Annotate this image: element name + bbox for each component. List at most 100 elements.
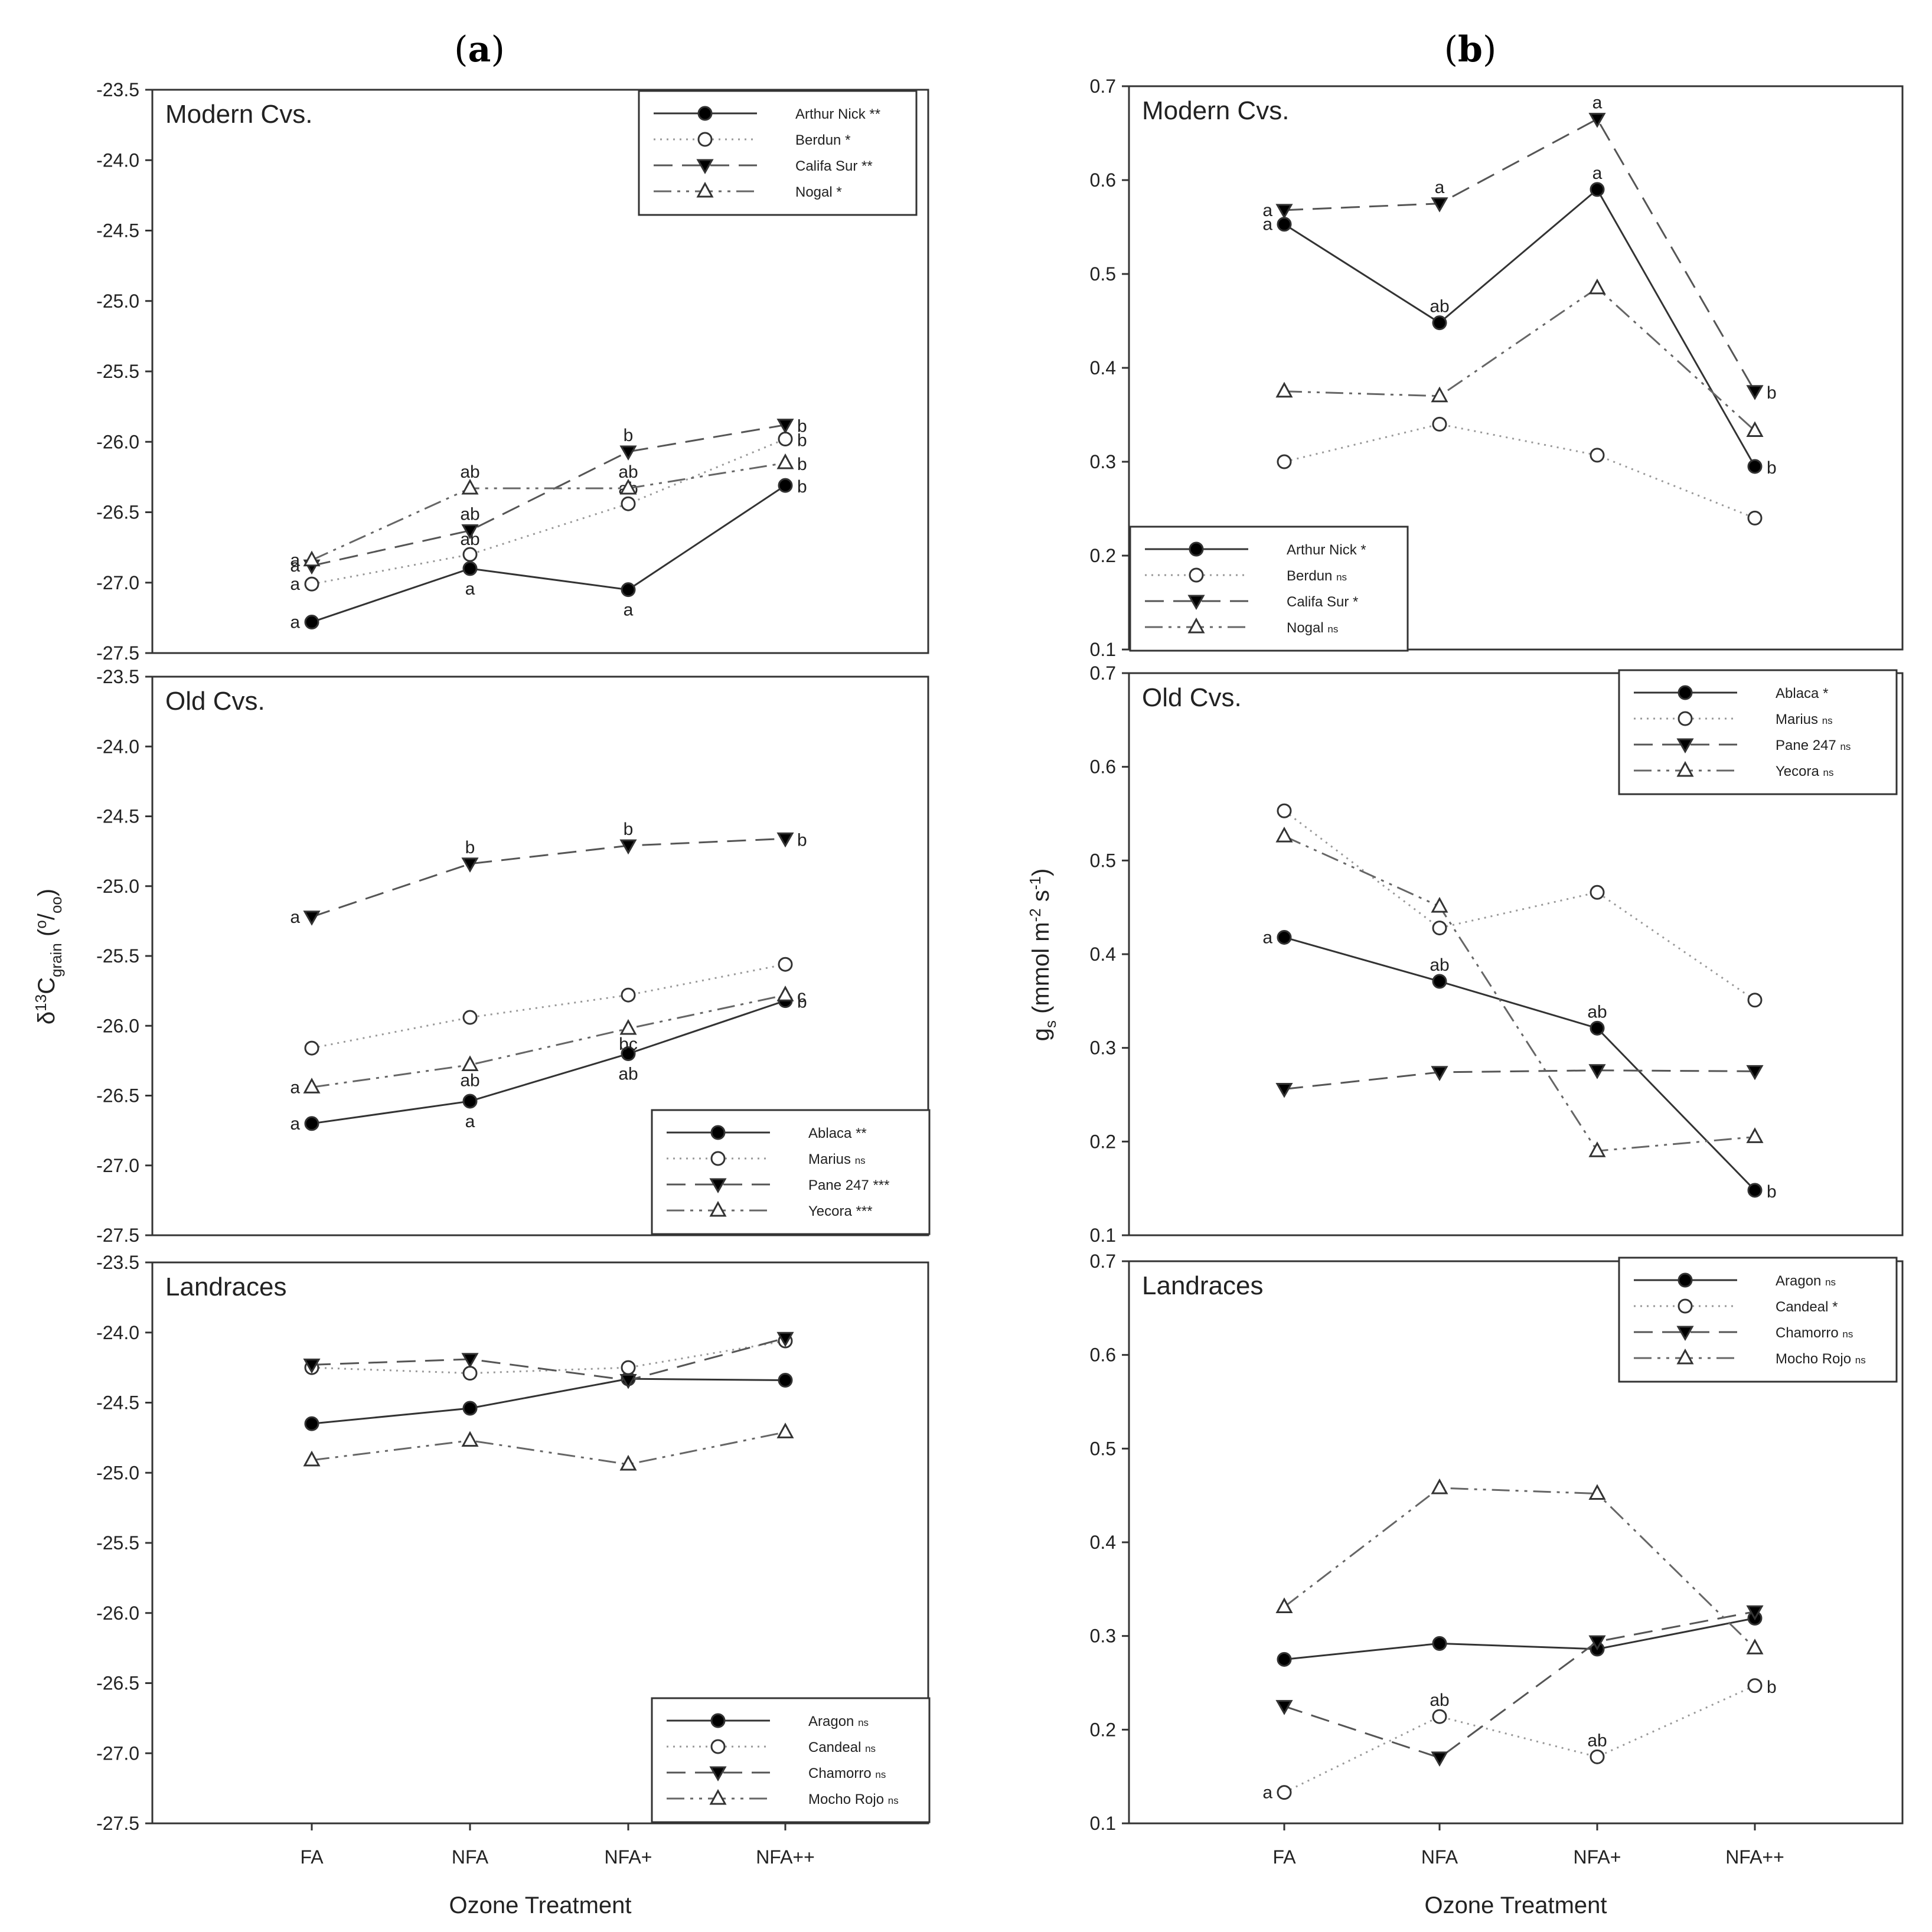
y-tick-label: 0.6 bbox=[1090, 1344, 1116, 1366]
panel-title: Landraces bbox=[1142, 1271, 1263, 1300]
series-pane-247: a b b b bbox=[290, 820, 807, 927]
significance-letter: a bbox=[290, 908, 300, 927]
legend-significance: ns bbox=[1855, 1355, 1866, 1366]
panel-a-landraces: Landraces -23.5 -24.0 -24.5 -25.0 -25.5 -26.0 -… bbox=[96, 1252, 931, 1834]
data-point-califa-sur bbox=[461, 524, 479, 540]
series-marius bbox=[1277, 803, 1763, 1008]
y-tick-label: -24.0 bbox=[96, 149, 139, 171]
significance-letter: b bbox=[1767, 1678, 1777, 1697]
series-line-marius bbox=[1284, 810, 1755, 1001]
significance-letter: a bbox=[290, 613, 300, 632]
legend-a-0: Arthur Nick **Berdun *Califa Sur **Nogal… bbox=[638, 90, 918, 216]
legend-marker-marius bbox=[1678, 711, 1693, 726]
series-aragon bbox=[1277, 1611, 1763, 1667]
data-point-candeal bbox=[1277, 1785, 1292, 1800]
significance-letter: b bbox=[624, 820, 634, 839]
legend-frame bbox=[1618, 669, 1898, 795]
legend-label-pane-247: Pane 247 *** bbox=[808, 1177, 889, 1193]
series-line-ablaca bbox=[1284, 936, 1756, 1191]
data-point-yecora bbox=[1275, 826, 1293, 843]
legend-significance: ** bbox=[856, 1125, 867, 1141]
legend-label-ablaca: Ablaca * bbox=[1776, 686, 1828, 701]
y-axis-title-part: -1 bbox=[1026, 876, 1044, 890]
legend-significance: ns bbox=[865, 1743, 876, 1754]
legend-name: Pane 247 bbox=[808, 1177, 873, 1193]
figure-b-title: (b) bbox=[1444, 29, 1497, 70]
legend-marker-arthur-nick bbox=[697, 106, 713, 121]
data-point-berdun bbox=[621, 496, 636, 511]
y-axis-title-b: gs (mmol m-2 s-1) bbox=[1026, 869, 1059, 1042]
legend-label-berdun: Berdun ns bbox=[1287, 568, 1347, 584]
legend-name: Nogal bbox=[795, 184, 836, 200]
data-point-marius bbox=[462, 1010, 478, 1025]
series-line-mocho-rojo bbox=[311, 1431, 786, 1466]
x-tick-label-fa: FA bbox=[1272, 1846, 1296, 1868]
series-line-marius bbox=[311, 963, 786, 1049]
legend-label-marius: Marius ns bbox=[808, 1151, 866, 1167]
y-tick-label: -23.5 bbox=[96, 1252, 139, 1273]
legend-label-nogal: Nogal * bbox=[795, 184, 842, 200]
legend-name: Chamorro bbox=[1776, 1325, 1842, 1341]
y-tick-label: -26.5 bbox=[96, 1673, 139, 1694]
legend-marker-berdun bbox=[697, 132, 713, 147]
significance-letter: a bbox=[290, 1078, 300, 1097]
chart-a: Modern Cvs. -23.5 -24.0 -24.5 -25.0 -25.5 -26.… bbox=[32, 79, 931, 1918]
significance-letter: a bbox=[290, 551, 300, 570]
data-point-califa-sur bbox=[1431, 197, 1448, 213]
legend-marker-nogal bbox=[1187, 617, 1205, 634]
data-point-berdun bbox=[1590, 448, 1605, 463]
legend-label-nogal: Nogal ns bbox=[1287, 620, 1338, 636]
data-point-mocho-rojo bbox=[1746, 1639, 1764, 1654]
figure-a-title: (a) bbox=[454, 29, 505, 70]
legend-name: Arthur Nick bbox=[1287, 542, 1360, 558]
y-axis-title-part: / bbox=[34, 913, 60, 920]
y-tick-label: 0.4 bbox=[1090, 1532, 1116, 1553]
data-point-yecora bbox=[776, 985, 794, 1001]
x-tick-label-nfa: NFA+ bbox=[1574, 1846, 1621, 1868]
series-mocho-rojo bbox=[303, 1422, 794, 1471]
data-point-chamorro bbox=[1746, 1605, 1764, 1621]
legend-name: Mocho Rojo bbox=[1776, 1351, 1855, 1367]
y-tick-label: 0.5 bbox=[1090, 850, 1116, 871]
panel-title: Landraces bbox=[165, 1272, 286, 1301]
series-marius bbox=[304, 957, 793, 1056]
series-nogal bbox=[1275, 278, 1764, 438]
panel-title: Old Cvs. bbox=[1142, 683, 1242, 712]
legend-name: Arthur Nick bbox=[795, 106, 869, 122]
legend-significance: * bbox=[1823, 686, 1828, 701]
series-line-califa-sur bbox=[1284, 118, 1756, 392]
series-berdun bbox=[1277, 416, 1763, 526]
legend-name: Aragon bbox=[808, 1714, 858, 1729]
y-tick-label: 0.5 bbox=[1090, 1438, 1116, 1459]
legend-label-pane-247: Pane 247 ns bbox=[1776, 737, 1851, 753]
y-tick-label: 0.1 bbox=[1090, 1813, 1116, 1834]
data-point-arthur-nick bbox=[621, 582, 636, 598]
data-point-yecora bbox=[461, 1055, 479, 1071]
data-point-aragon bbox=[304, 1416, 319, 1431]
data-point-chamorro bbox=[461, 1353, 479, 1368]
significance-letter: bc bbox=[619, 1034, 638, 1054]
legend-significance: ns bbox=[875, 1769, 886, 1780]
data-point-marius bbox=[778, 957, 793, 972]
panel-title: Modern Cvs. bbox=[165, 100, 312, 129]
data-point-califa-sur bbox=[776, 419, 794, 434]
series-line-berdun bbox=[1284, 423, 1755, 519]
y-axis-title-part: grain bbox=[47, 943, 65, 977]
y-tick-label: -24.5 bbox=[96, 220, 139, 242]
significance-letter: a bbox=[290, 1114, 300, 1134]
legend-marker-yecora bbox=[1676, 761, 1694, 777]
significance-letter: ab bbox=[460, 505, 479, 524]
data-point-chamorro bbox=[303, 1358, 321, 1374]
series-yecora: a ab bc c bbox=[290, 985, 806, 1097]
legend-label-berdun: Berdun * bbox=[795, 132, 850, 148]
data-point-chamorro bbox=[1431, 1751, 1448, 1767]
significance-letter: b bbox=[797, 417, 807, 436]
y-tick-label: -27.5 bbox=[96, 642, 139, 664]
data-point-nogal bbox=[619, 478, 637, 495]
y-tick-label: 0.7 bbox=[1090, 663, 1116, 684]
panel-b-modern-cvs: Modern Cvs.0.70.60.50.40.30.20.1aababaaa… bbox=[1090, 76, 1904, 660]
